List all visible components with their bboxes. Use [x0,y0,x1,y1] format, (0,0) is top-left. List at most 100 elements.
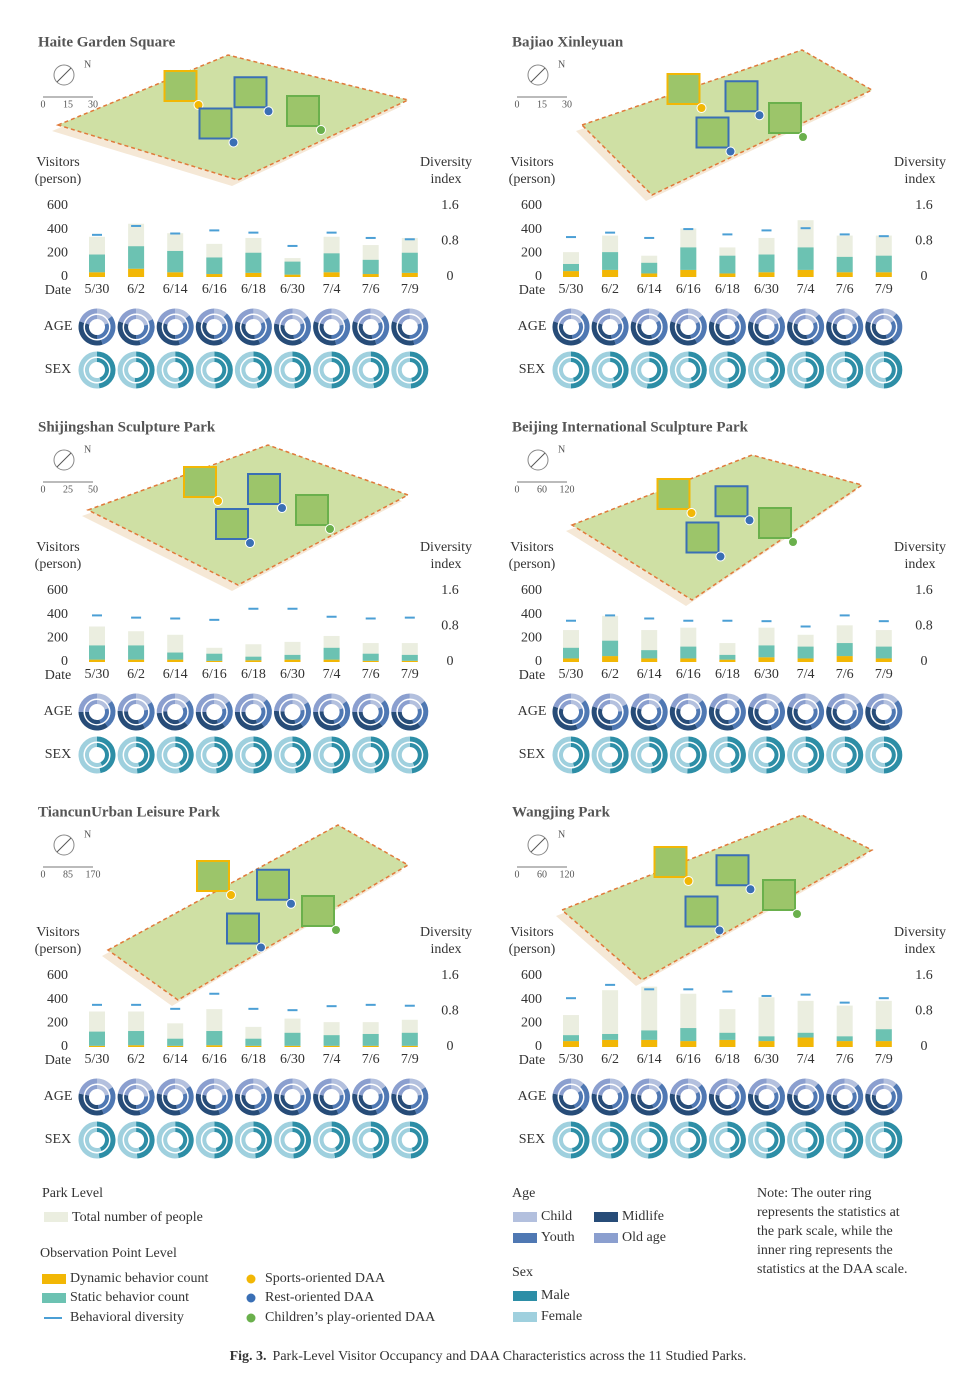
ring-segment [409,358,422,382]
ring-segment [732,698,746,730]
ring-segment [715,708,729,724]
ring-segment [826,1078,845,1095]
ring-segment [570,351,590,389]
ring-segment [715,315,728,325]
static-bar [563,1035,579,1042]
ring-segment [195,321,224,346]
ring-segment [253,743,266,767]
ring-segment [319,1128,337,1152]
ring-segment [649,706,662,724]
ring-segment [397,711,414,724]
scale-label: 60 [537,484,547,495]
dynamic-bar [797,658,814,662]
daa-icon [256,868,290,901]
caption-text: Park-Level Visitor Occupancy and DAA Cha… [273,1349,747,1364]
ring-segment [793,358,807,382]
ring-segment [805,1085,816,1093]
ring-segment [104,701,116,727]
ring-segment [156,1121,179,1159]
ring-segment [656,1083,668,1112]
x-tick-label: 6/14 [163,1052,188,1067]
ring-segment [650,320,662,339]
y2-tick-label: 1.6 [441,583,459,598]
ring-segment [646,351,668,389]
ring-segment [844,308,859,319]
scale-label: 0 [41,869,46,880]
x-tick-label: 7/9 [401,667,419,682]
ring-segment [280,711,296,724]
ring-segment [883,1085,894,1093]
ring-segment [754,1094,770,1109]
ring-segment [805,315,817,324]
ring-segment [748,1121,767,1159]
ring-segment [570,736,590,774]
ring-segment [552,736,573,774]
ring-segment [202,321,215,339]
ring-segment [772,316,785,344]
ring-segment [352,711,383,731]
y2-axis-label: Diversity [420,540,472,555]
ring-segment [754,1128,769,1152]
ring-segment [794,315,806,325]
ring-segment [630,351,650,389]
daa-icon [768,102,802,134]
static-bar [719,654,736,660]
ring-segment [280,315,293,326]
ring-segment [409,315,422,325]
ring-segment [124,1085,137,1096]
ring-segment [96,323,109,339]
north-label: N [84,829,91,840]
y2-tick-label: 0.8 [441,619,459,634]
ring-segment [591,1078,611,1095]
ring-segment [832,358,848,382]
x-tick-label: 6/18 [715,282,740,297]
dynamic-bar [206,1045,223,1047]
x-tick-label: 7/9 [875,667,893,682]
ring-segment [805,693,820,704]
daa-icon [183,466,217,498]
ring-segment [156,736,180,774]
ring-segment [648,743,662,767]
y-axis-label: (person) [509,172,556,187]
ring-segment [195,736,217,774]
ring-segment [253,308,270,320]
ring-segment [891,1083,903,1112]
ring-segment [832,1128,846,1152]
legend-swatch [513,1233,537,1243]
ring-segment [293,1094,305,1109]
note-line: represents the statistics at [757,1205,900,1220]
dynamic-bar [284,274,301,277]
ring-segment [787,351,806,389]
ring-segment [571,708,583,724]
ring-segment [331,308,348,321]
ring-segment [241,1094,255,1109]
ring-segment [96,1128,109,1152]
ring-segment [883,1128,896,1152]
ring-segment [117,321,141,346]
ring-segment [280,1094,295,1109]
daa-icon [684,895,719,928]
y-axis-label: (person) [35,172,82,187]
legend-label: Dynamic behavior count [70,1271,209,1286]
ring-segment [358,358,375,382]
static-bar [89,254,105,273]
ring-segment [598,323,612,339]
ring-segment [78,1121,100,1159]
ring-segment [609,1121,629,1159]
caption-label: Fig. 3. [230,1349,267,1364]
daa-icon [163,70,198,102]
ring-segment [648,1085,660,1093]
ring-segment [826,321,852,346]
ring-segment [241,323,255,339]
y2-axis-label: Diversity [894,155,946,170]
ring-segment [319,358,334,382]
dynamic-bar [206,660,223,662]
ring-segment [669,321,698,346]
ring-segment [570,693,586,704]
ring-segment [670,308,689,324]
ring-segment [274,308,293,325]
daa-icon [247,473,281,505]
ring-segment [805,1127,818,1152]
ring-segment [412,708,422,724]
ring-segment [669,1121,689,1159]
